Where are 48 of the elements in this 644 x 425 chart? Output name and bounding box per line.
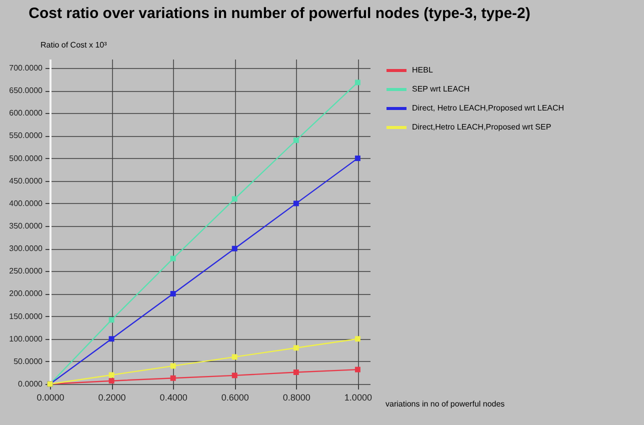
point xyxy=(108,378,114,384)
point xyxy=(232,196,238,202)
x-tick-label: 0.0000 xyxy=(36,392,64,402)
x-tick-label: 0.4000 xyxy=(160,392,188,402)
chart-title: Cost ratio over variations in number of powerful nodes (type-3, type-2) xyxy=(28,5,530,22)
point xyxy=(354,366,360,372)
y-tick-label: 0.0000 xyxy=(18,380,44,388)
point xyxy=(232,246,238,252)
point xyxy=(170,256,176,262)
y-tick-label: 550.0000 xyxy=(9,131,44,140)
point xyxy=(354,80,360,86)
point xyxy=(232,372,238,378)
y-tick-label: 200.0000 xyxy=(9,289,44,298)
point xyxy=(108,372,114,378)
y-tick-label: 50.0000 xyxy=(14,356,44,366)
point xyxy=(170,363,176,369)
y-tick-label: 500.0000 xyxy=(9,154,44,163)
point xyxy=(354,156,360,162)
x-tick-label: 0.6000 xyxy=(221,392,249,402)
point xyxy=(293,200,299,206)
point xyxy=(293,345,299,351)
y-tick-label: 700.0000 xyxy=(9,64,44,73)
x-tick-label: 0.2000 xyxy=(98,392,126,402)
point xyxy=(293,370,299,375)
y-tick-label: 450.0000 xyxy=(9,176,44,186)
point xyxy=(170,290,176,296)
point xyxy=(232,354,238,360)
y-tick-label: 300.0000 xyxy=(9,244,44,254)
legend-label: Direct, Hetro LEACH,Proposed wrt LEACH xyxy=(412,104,564,112)
legend-label: Direct,Hetro LEACH,Proposed wrt SEP xyxy=(412,122,552,132)
x-tick-label: 1.0000 xyxy=(344,392,372,402)
y-tick-label: 400.0000 xyxy=(9,198,44,208)
legend-label: HEBL xyxy=(412,66,434,74)
y-tick-label: 250.0000 xyxy=(9,266,44,276)
y-tick-label: 650.0000 xyxy=(9,86,44,96)
y-tick-label: 150.0000 xyxy=(9,312,44,321)
point xyxy=(293,138,299,143)
x-axis-title: variations in no of powerful nodes xyxy=(386,400,505,408)
y-tick-label: 100.0000 xyxy=(9,334,44,344)
point xyxy=(170,375,176,381)
y-axis-title: Ratio of Cost x 10³ xyxy=(40,40,108,50)
x-tick-label: 0.8000 xyxy=(282,392,310,402)
point xyxy=(108,317,114,323)
y-tick-label: 600.0000 xyxy=(9,108,44,118)
point xyxy=(354,336,360,342)
legend-label: SEP wrt LEACH xyxy=(412,84,470,94)
point xyxy=(108,336,114,342)
y-tick-label: 350.0000 xyxy=(9,222,44,231)
